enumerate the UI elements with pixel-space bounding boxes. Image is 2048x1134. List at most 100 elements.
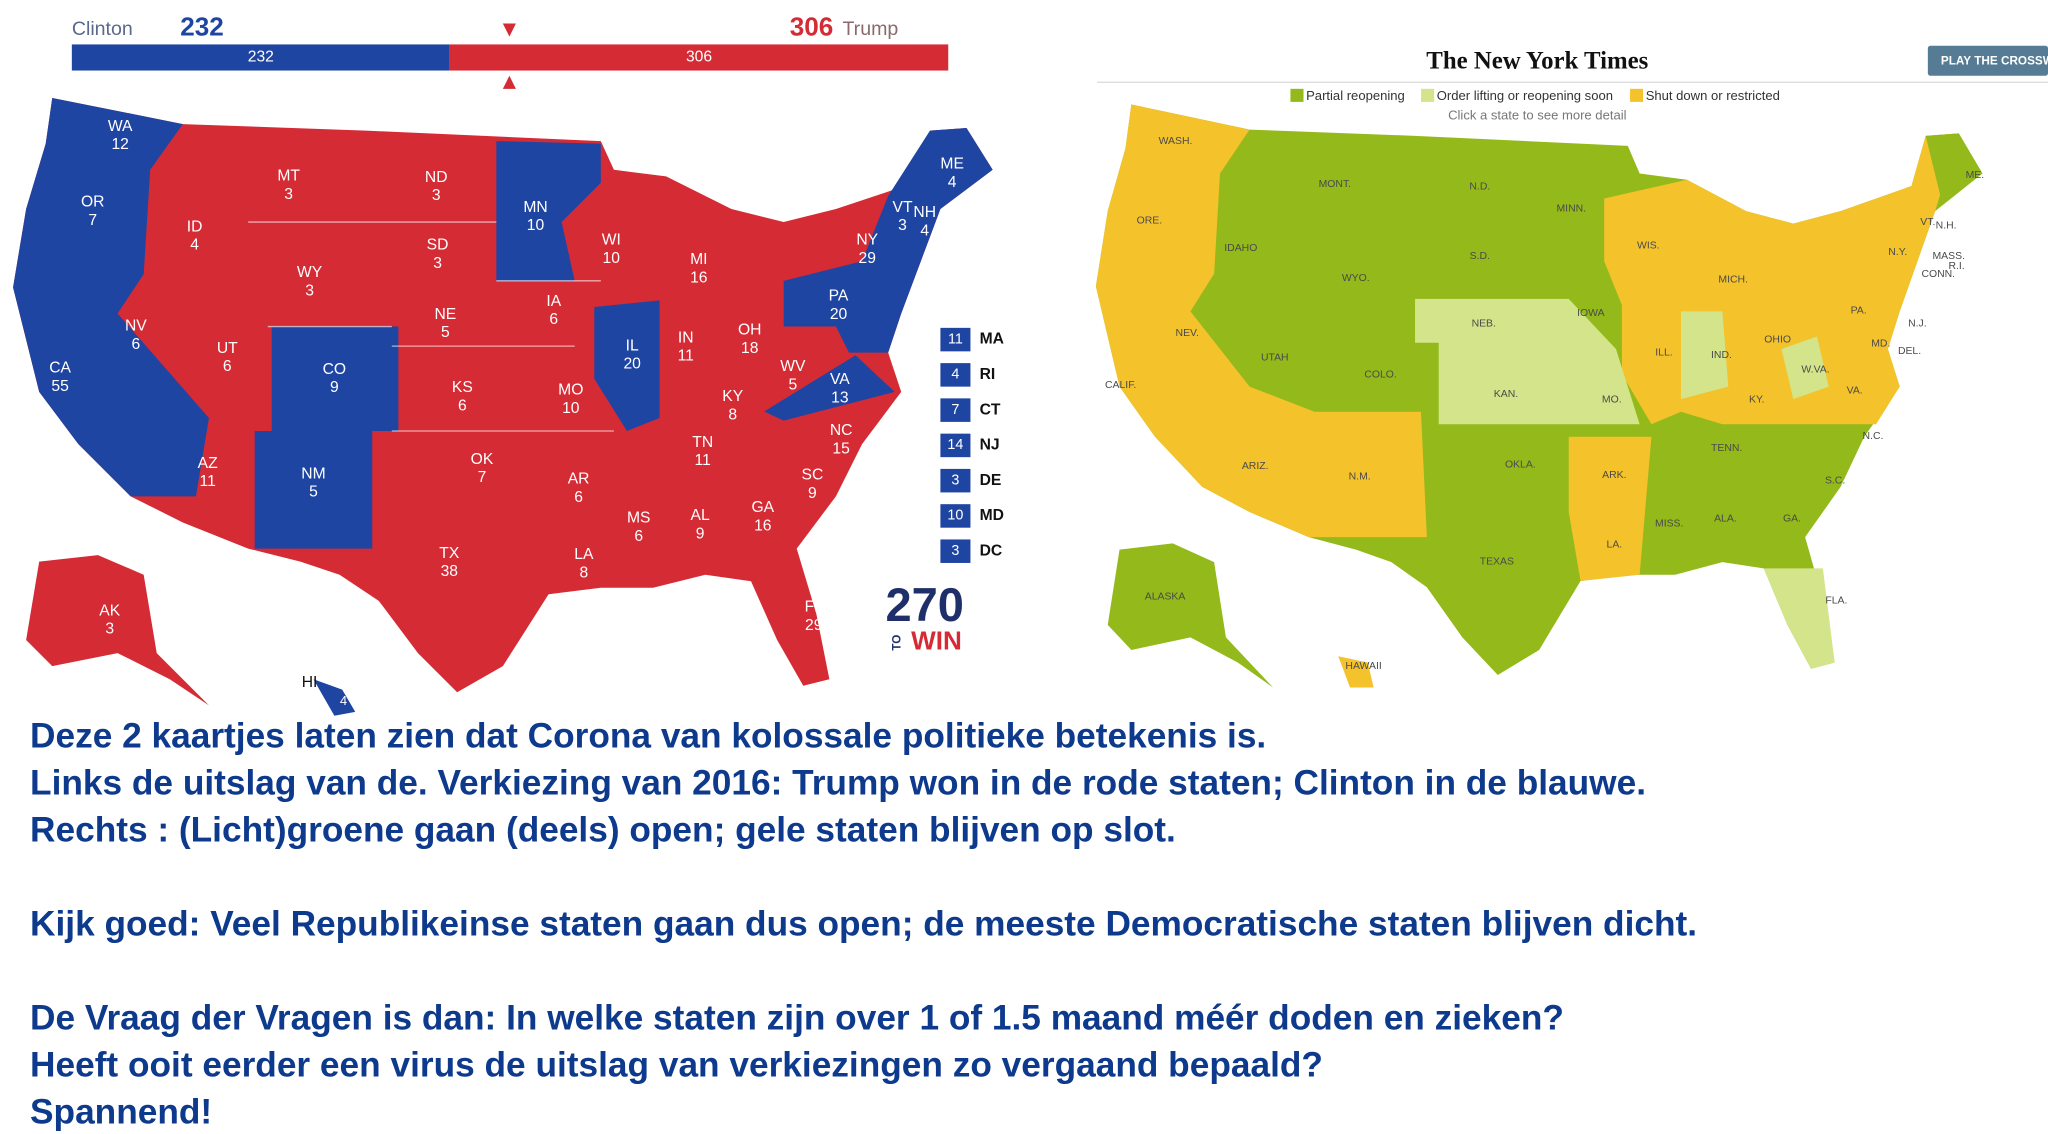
state-label: NEV. <box>1176 328 1199 339</box>
state-abbr: ND <box>425 169 448 186</box>
region <box>764 355 895 421</box>
state-label: TENN. <box>1711 443 1742 454</box>
state-ev: 29 <box>859 250 876 267</box>
state-label: N.D. <box>1469 182 1490 193</box>
state-abbr: PA <box>829 288 849 305</box>
state-abbr: OK <box>471 451 494 468</box>
state-ev: 3 <box>433 255 442 272</box>
button-label[interactable]: PLAY THE CROSSWO <box>1941 55 2048 68</box>
total: 232 <box>180 12 224 42</box>
state-ev: 4 <box>948 174 957 191</box>
body-line: Links de uitslag van de. Verkiezing van … <box>30 763 1646 802</box>
legend-label: Partial reopening <box>1306 88 1405 103</box>
state-label: N.M. <box>1349 472 1371 483</box>
state-ev: 5 <box>441 324 450 341</box>
state-abbr: VA <box>830 371 850 388</box>
marker <box>502 23 516 37</box>
state-label: MASS. <box>1932 251 1964 262</box>
ev-box <box>940 433 971 458</box>
state-abbr: GA <box>751 499 774 516</box>
state-ev: 9 <box>808 485 817 502</box>
body-line: Deze 2 kaartjes laten zien dat Corona va… <box>30 716 1266 755</box>
state-label: CALIF. <box>1105 380 1136 391</box>
state-ev: 10 <box>562 400 580 417</box>
button[interactable] <box>1927 45 2048 76</box>
bar-label: 232 <box>248 49 274 66</box>
state-abbr: MD <box>980 507 1004 524</box>
state-label: CONN. <box>1921 269 1955 280</box>
state-abbr: IA <box>546 293 561 310</box>
region <box>1415 298 1640 425</box>
state-label: ARIZ. <box>1242 461 1269 472</box>
state-abbr: NE <box>435 306 457 323</box>
state-abbr: SC <box>802 467 824 484</box>
state-ev: 6 <box>223 358 232 375</box>
ev-box <box>940 504 971 528</box>
state-ev: 3 <box>432 187 441 204</box>
legend-label: Order lifting or reopening soon <box>1437 88 1613 103</box>
state-label: UTAH <box>1261 353 1289 364</box>
state-label: OHIO <box>1764 334 1791 345</box>
election-map <box>13 23 993 716</box>
candidate: Clinton <box>72 18 133 40</box>
state-abbr: AZ <box>198 455 218 472</box>
state-abbr: DE <box>980 472 1002 489</box>
state-ev: 16 <box>754 518 772 535</box>
state-abbr: WI <box>602 231 621 248</box>
logo-win: WIN <box>911 626 962 656</box>
state-ev: 11 <box>678 348 694 365</box>
state-label: IOWA <box>1577 308 1604 319</box>
state-abbr: NM <box>301 465 325 482</box>
logo-to: TO <box>890 635 903 651</box>
state-label: MD. <box>1871 338 1890 349</box>
region <box>1763 568 1835 669</box>
state-abbr: NJ <box>980 437 1000 454</box>
region <box>1568 436 1652 581</box>
region <box>1338 656 1374 688</box>
bar <box>449 44 949 71</box>
state-label: N.C. <box>1863 431 1884 442</box>
state-ev: 3 <box>951 543 959 559</box>
candidate: Trump <box>842 18 898 40</box>
state-label: KAN. <box>1494 389 1518 400</box>
state-ev: 8 <box>728 406 737 423</box>
region <box>1095 104 1427 538</box>
state-ev: 10 <box>603 250 621 267</box>
state-label: W.VA. <box>1801 364 1829 375</box>
state-label: TEXAS <box>1480 556 1514 567</box>
logo-number: 270 <box>886 578 964 631</box>
state-ev: 10 <box>947 508 963 524</box>
state-ev: 18 <box>741 340 759 357</box>
state-abbr: CT <box>980 401 1001 418</box>
ev-box <box>940 363 971 387</box>
ev-box <box>940 539 971 563</box>
state-label: MICH. <box>1718 274 1748 285</box>
state-label: HAWAII <box>1345 661 1381 672</box>
state-ev: 6 <box>574 489 583 506</box>
state-ev: 13 <box>831 390 849 407</box>
state-ev: 11 <box>200 473 216 490</box>
state-ev: 29 <box>805 617 822 634</box>
state-abbr: RI <box>980 366 996 383</box>
state-ev: 7 <box>478 469 487 486</box>
state-ev: 16 <box>690 269 708 286</box>
reopening-map <box>1095 104 1983 688</box>
state-label: IDAHO <box>1224 243 1257 254</box>
ev-box <box>940 468 971 493</box>
body-line: De Vraag der Vragen is dan: In welke sta… <box>30 998 1564 1037</box>
state-label: COLO. <box>1364 370 1396 381</box>
state-abbr: NV <box>125 318 147 335</box>
state-label: NEB. <box>1472 319 1496 330</box>
body-line: Spannend! <box>30 1092 212 1131</box>
state-label: LA. <box>1607 539 1623 550</box>
state-label: R.I. <box>1948 261 1964 272</box>
region <box>13 97 209 497</box>
region <box>1781 336 1829 400</box>
state-abbr: OH <box>738 322 761 339</box>
legend-label: Shut down or restricted <box>1646 88 1780 103</box>
region <box>1107 543 1274 688</box>
state-ev: 3 <box>305 282 314 299</box>
state-label: FLA. <box>1825 596 1847 607</box>
state-abbr: HI <box>302 674 318 691</box>
